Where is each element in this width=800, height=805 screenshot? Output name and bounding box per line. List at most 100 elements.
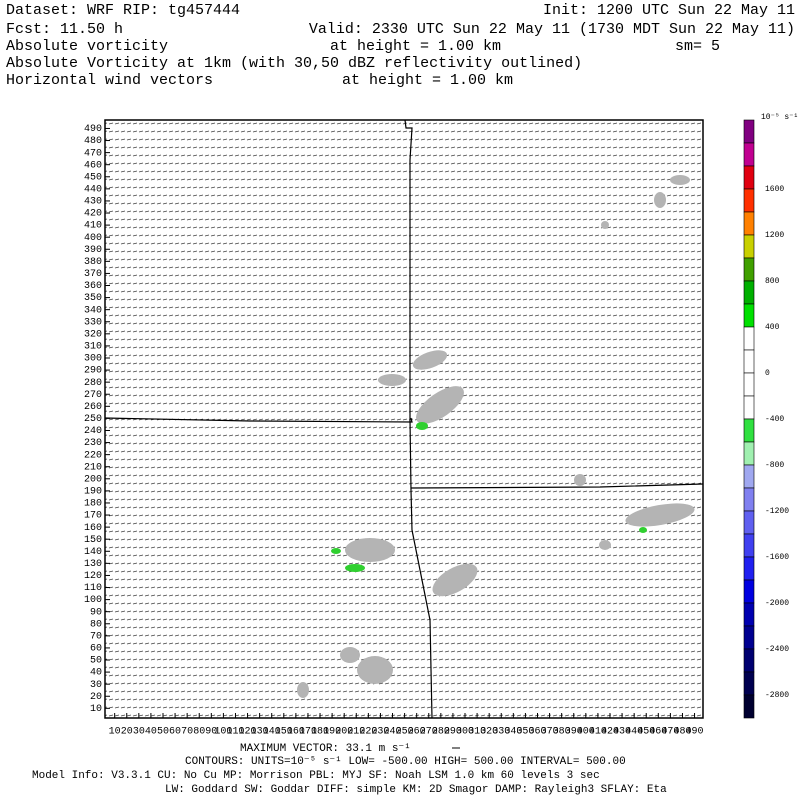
- y-tick-label: 160: [84, 523, 102, 534]
- fcst: Fcst: 11.50 h: [6, 21, 123, 38]
- field: Horizontal wind vectors: [6, 72, 213, 89]
- colorbar-cell: [743, 510, 755, 535]
- colorbar-label: -1200: [765, 507, 789, 516]
- colorbar-label: 800: [765, 277, 780, 286]
- y-tick-label: 320: [84, 329, 102, 340]
- y-tick-label: 280: [84, 378, 102, 389]
- y-tick-label: 130: [84, 559, 102, 570]
- contours: CONTOURS: UNITS=10⁻⁵ s⁻¹ LOW= -500.00 HI…: [185, 756, 626, 768]
- colorbar-cell: [743, 257, 755, 282]
- colorbar-cell: [743, 188, 755, 213]
- y-tick-label: 60: [90, 644, 102, 655]
- colorbar-cell: [743, 418, 755, 443]
- y-tick-label: 140: [84, 547, 102, 558]
- x-tick-label: 430: [613, 727, 631, 738]
- x-tick-label: 480: [673, 727, 691, 738]
- colorbar-cell: [743, 464, 755, 489]
- colorbar-cell: [743, 165, 755, 190]
- x-tick-label: 190: [323, 727, 341, 738]
- x-tick-label: 230: [371, 727, 389, 738]
- colorbar-unit: 10⁻⁵ s⁻¹: [761, 113, 798, 122]
- x-tick-label: 150: [275, 727, 293, 738]
- x-tick-label: 180: [311, 727, 329, 738]
- y-tick-label: 180: [84, 499, 102, 510]
- y-tick-label: 270: [84, 390, 102, 401]
- smooth: sm= 5: [675, 38, 720, 55]
- y-tick-label: 190: [84, 487, 102, 498]
- y-tick-label: 260: [84, 402, 102, 413]
- y-tick-label: 20: [90, 692, 102, 703]
- y-tick-label: 360: [84, 281, 102, 292]
- height: at height = 1.00 km: [330, 38, 501, 55]
- x-tick-label: 380: [553, 727, 571, 738]
- x-tick-label: 310: [468, 727, 486, 738]
- colorbar-label: -800: [765, 461, 784, 470]
- x-tick-label: 210: [347, 727, 365, 738]
- x-tick-label: 260: [408, 727, 426, 738]
- y-tick-label: 420: [84, 209, 102, 220]
- y-tick-label: 370: [84, 269, 102, 280]
- y-tick-label: 460: [84, 160, 102, 171]
- model-info: Model Info: V3.3.1 CU: No Cu MP: Morriso…: [32, 770, 600, 782]
- y-tick-label: 430: [84, 197, 102, 208]
- x-tick-label: 300: [456, 727, 474, 738]
- colorbar-cell: [743, 694, 755, 719]
- x-tick-label: 490: [686, 727, 704, 738]
- y-tick-label: 390: [84, 245, 102, 256]
- colorbar: 10⁻⁵ s⁻¹ 1600 1200 800 400 0 -400 -800 -1200 -160…: [743, 113, 798, 719]
- colorbar-cell: [743, 556, 755, 581]
- colorbar-cell: [743, 349, 755, 374]
- vorticity-areas: [331, 422, 647, 572]
- x-tick-label: 400: [577, 727, 595, 738]
- y-tick-label: 450: [84, 172, 102, 183]
- y-tick-label: 50: [90, 656, 102, 667]
- x-tick-label: 20: [121, 727, 133, 738]
- x-tick-label: 320: [480, 727, 498, 738]
- y-tick-label: 350: [84, 293, 102, 304]
- x-tick-label: 250: [396, 727, 414, 738]
- y-tick-label: 100: [84, 595, 102, 606]
- y-tick-label: 80: [90, 619, 102, 630]
- colorbar-cell: [743, 119, 755, 144]
- x-tick-label: 350: [516, 727, 534, 738]
- x-tick-label: 40: [145, 727, 157, 738]
- colorbar-cell: [743, 395, 755, 420]
- wind-vectors: [105, 120, 703, 718]
- x-tick-label: 340: [504, 727, 522, 738]
- height: at height = 1.00 km: [342, 72, 513, 89]
- x-tick-label: 240: [384, 727, 402, 738]
- y-tick-label: 380: [84, 257, 102, 268]
- colorbar-cell: [743, 648, 755, 673]
- colorbar-cell: [743, 211, 755, 236]
- y-tick-label: 210: [84, 462, 102, 473]
- y-tick-label: 120: [84, 571, 102, 582]
- y-tick-label: 300: [84, 354, 102, 365]
- y-tick-label: 170: [84, 511, 102, 522]
- plot-area: [104, 119, 704, 719]
- x-tick-label: 440: [625, 727, 643, 738]
- colorbar-label: 1600: [765, 185, 784, 194]
- colorbar-label: -1600: [765, 553, 789, 562]
- y-tick-label: 490: [84, 124, 102, 135]
- colorbar-label: -2400: [765, 645, 789, 654]
- x-tick-label: 170: [299, 727, 317, 738]
- y-tick-label: 480: [84, 136, 102, 147]
- dataset: Dataset: WRF RIP: tg457444: [6, 2, 240, 19]
- y-tick-label: 240: [84, 426, 102, 437]
- x-tick-label: 280: [432, 727, 450, 738]
- y-tick-label: 410: [84, 221, 102, 232]
- colorbar-label: -400: [765, 415, 784, 424]
- field: Absolute vorticity: [6, 38, 168, 55]
- colorbar-cell: [743, 579, 755, 604]
- y-tick-label: 330: [84, 317, 102, 328]
- colorbar-cell: [743, 533, 755, 558]
- frame: [104, 119, 704, 719]
- max-vector: MAXIMUM VECTOR: 33.1 m s⁻¹: [240, 743, 411, 755]
- y-tick-label: 290: [84, 366, 102, 377]
- colorbar-label: -2000: [765, 599, 789, 608]
- x-tick-label: 130: [251, 727, 269, 738]
- y-tick-label: 70: [90, 631, 102, 642]
- x-tick-label: 270: [420, 727, 438, 738]
- x-tick-label: 220: [359, 727, 377, 738]
- y-tick-label: 230: [84, 438, 102, 449]
